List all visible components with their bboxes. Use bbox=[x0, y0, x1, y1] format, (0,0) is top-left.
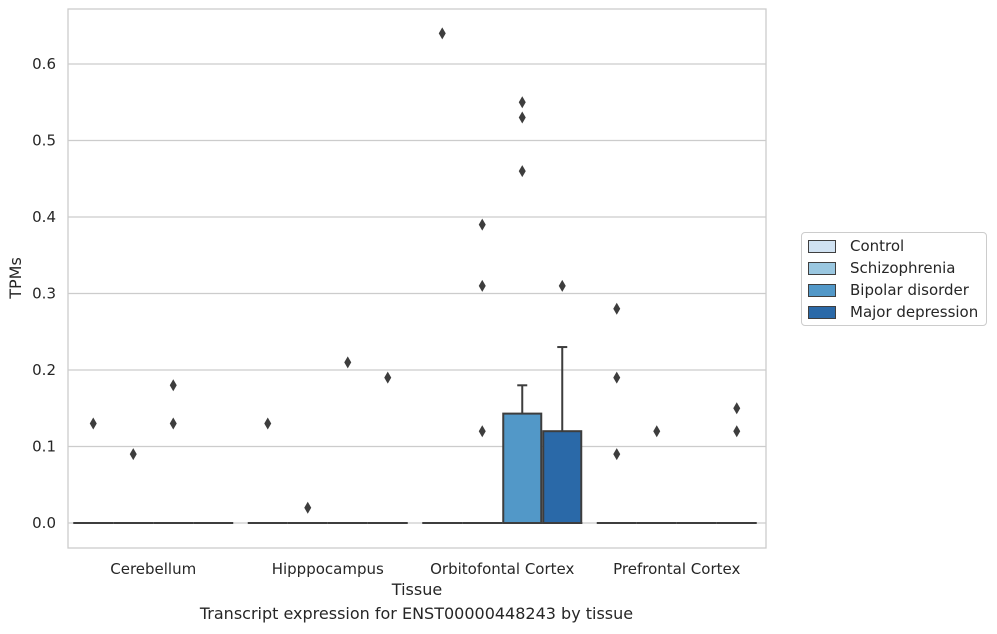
outlier-point bbox=[518, 165, 526, 178]
outlier-point bbox=[264, 417, 272, 430]
box-control-3 bbox=[596, 302, 637, 524]
outlier-point bbox=[558, 279, 566, 292]
legend-item-control: Control bbox=[808, 237, 904, 255]
x-axis-label: Tissue bbox=[391, 580, 442, 599]
x-tick-label: Prefrontal Cortex bbox=[613, 560, 740, 578]
box-control-0 bbox=[73, 417, 114, 524]
y-tick-label: 0.2 bbox=[32, 361, 56, 379]
plot-frame bbox=[67, 8, 767, 549]
legend-label-major-depression: Major depression bbox=[850, 303, 979, 321]
outlier-point bbox=[653, 425, 661, 438]
outlier-point bbox=[518, 96, 526, 109]
y-axis-label: TPMs bbox=[6, 257, 25, 300]
outlier-point bbox=[478, 279, 486, 292]
box-major-depression-3 bbox=[716, 402, 757, 524]
y-axis-ticks: 0.0 0.1 0.2 0.3 0.4 0.5 0.6 bbox=[32, 55, 56, 532]
box-control-2 bbox=[422, 27, 463, 524]
box-schizophrenia-2 bbox=[462, 218, 503, 524]
legend: Control Schizophrenia Bipolar disorder M… bbox=[801, 232, 987, 326]
grid-lines bbox=[68, 63, 766, 524]
box-schizophrenia-1 bbox=[287, 501, 328, 524]
y-tick-label: 0.0 bbox=[32, 514, 56, 532]
outlier-point bbox=[478, 218, 486, 231]
outlier-point bbox=[613, 448, 621, 461]
legend-item-schizophrenia: Schizophrenia bbox=[808, 259, 955, 277]
legend-label-bipolar-disorder: Bipolar disorder bbox=[850, 281, 969, 299]
legend-item-major-depression: Major depression bbox=[808, 303, 978, 321]
legend-label-control: Control bbox=[850, 237, 905, 255]
outlier-point bbox=[438, 27, 446, 40]
legend-swatch-major-depression bbox=[808, 305, 836, 319]
outlier-point bbox=[613, 302, 621, 315]
box-schizophrenia-0 bbox=[113, 448, 154, 524]
box-bipolar-disorder-0 bbox=[153, 379, 194, 524]
legend-label-schizophrenia: Schizophrenia bbox=[850, 259, 956, 277]
x-tick-label: Cerebellum bbox=[110, 560, 196, 578]
y-tick-label: 0.6 bbox=[32, 55, 56, 73]
box-plot-series bbox=[73, 27, 757, 525]
box-major-depression-2 bbox=[542, 279, 583, 525]
outlier-point bbox=[518, 111, 526, 124]
box-body bbox=[542, 430, 583, 525]
box-major-depression-1 bbox=[367, 371, 408, 524]
outlier-point bbox=[89, 417, 97, 430]
box-control-1 bbox=[247, 417, 288, 524]
outlier-point bbox=[733, 402, 741, 415]
box-bipolar-disorder-1 bbox=[327, 356, 368, 524]
legend-item-bipolar-disorder: Bipolar disorder bbox=[808, 281, 969, 299]
legend-swatch-control bbox=[808, 239, 836, 253]
outlier-point bbox=[478, 425, 486, 438]
chart-caption: Transcript expression for ENST0000044824… bbox=[199, 604, 634, 623]
outlier-point bbox=[344, 356, 352, 369]
outlier-point bbox=[169, 417, 177, 430]
y-tick-label: 0.3 bbox=[32, 285, 56, 303]
outlier-point bbox=[304, 501, 312, 514]
legend-swatch-schizophrenia bbox=[808, 261, 836, 275]
outlier-point bbox=[613, 371, 621, 384]
outlier-point bbox=[733, 425, 741, 438]
y-tick-label: 0.1 bbox=[32, 438, 56, 456]
box-body bbox=[502, 412, 543, 525]
legend-swatch-bipolar-disorder bbox=[808, 283, 836, 297]
x-tick-label: Orbitofontal Cortex bbox=[430, 560, 574, 578]
box-bipolar-disorder-2 bbox=[502, 96, 543, 525]
x-axis-ticks: Cerebellum Hipppocampus Orbitofontal Corte… bbox=[110, 560, 740, 578]
y-tick-label: 0.5 bbox=[32, 132, 56, 150]
y-tick-label: 0.4 bbox=[32, 208, 56, 226]
box-schizophrenia-3 bbox=[636, 425, 677, 524]
outlier-point bbox=[384, 371, 392, 384]
outlier-point bbox=[169, 379, 177, 392]
outlier-point bbox=[129, 448, 137, 461]
x-tick-label: Hipppocampus bbox=[272, 560, 384, 578]
